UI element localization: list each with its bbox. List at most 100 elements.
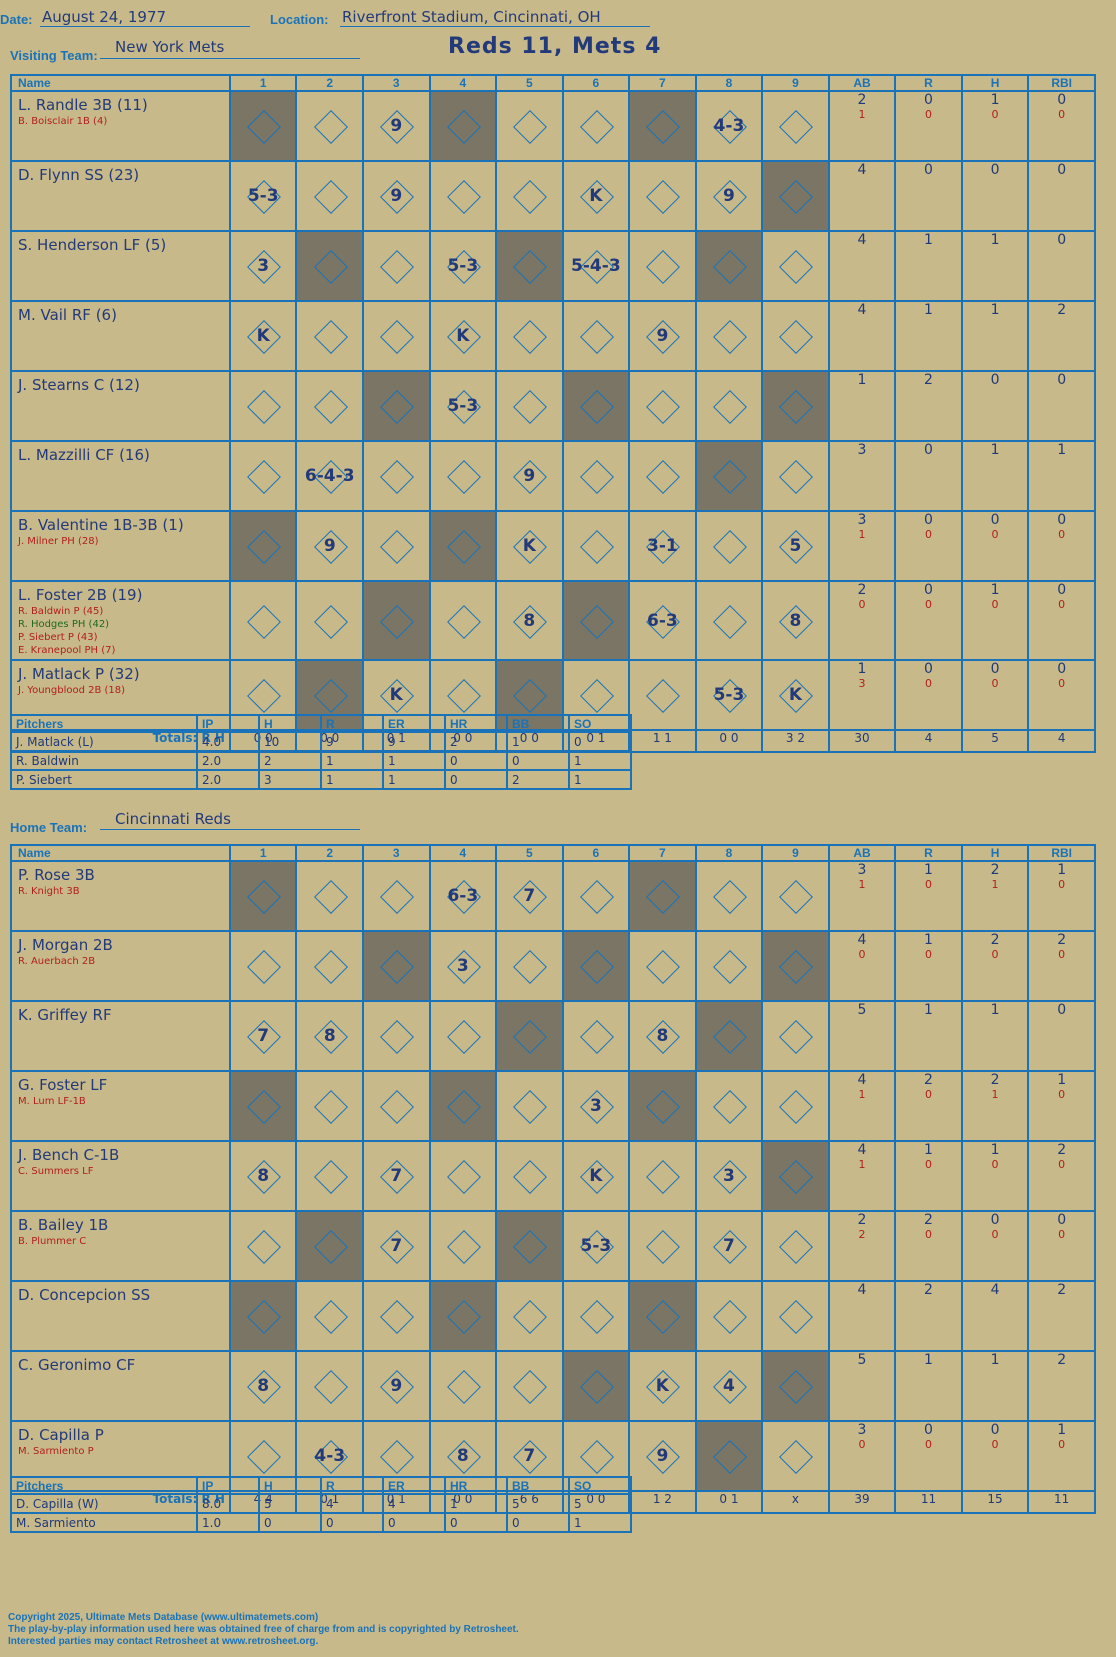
stat-cell: 1 xyxy=(894,230,963,302)
stat-value: 1 xyxy=(990,92,1000,108)
batter-cell: L. Mazzilli CF (16) xyxy=(10,440,231,512)
visitor-pitcher-row: J. Matlack (L) 4.0 10 9 9 2 1 0 xyxy=(10,731,632,752)
base-diamond xyxy=(779,250,814,284)
play-result: 8 xyxy=(257,1166,270,1186)
stat-cell: 1 xyxy=(894,1000,963,1072)
at-bat-cell: K xyxy=(495,510,564,582)
at-bat-cell xyxy=(628,440,697,512)
stat-value: 1 xyxy=(857,661,867,677)
stat-value: 1 xyxy=(990,232,1000,248)
base-diamond xyxy=(579,1370,614,1404)
at-bat-cell xyxy=(561,300,631,372)
base-diamond xyxy=(646,880,681,914)
stat-header: H xyxy=(960,844,1030,862)
play-result: 5-3 xyxy=(713,685,745,705)
stat-cell: 5 xyxy=(827,1000,897,1072)
stat-header: H xyxy=(960,74,1030,92)
stat-total: 4 xyxy=(894,729,963,753)
batter-name: D. Flynn SS (23) xyxy=(18,166,140,184)
stat-cell: 4 xyxy=(827,160,897,232)
stat-value: 1 xyxy=(924,302,933,318)
at-bat-cell xyxy=(561,1000,631,1072)
pitching-header: IP xyxy=(196,1476,260,1495)
pitching-header: Pitchers xyxy=(10,714,198,733)
play-result: K xyxy=(256,326,270,346)
home-batter-row: B. Bailey 1B B. Plummer C 7 5-3 7 2 2 2 0 0 0 0 0 xyxy=(10,1210,1096,1282)
at-bat-cell xyxy=(295,230,364,302)
base-diamond xyxy=(446,110,481,144)
stat-value: 2 xyxy=(1057,1142,1067,1158)
play-result: 4 xyxy=(723,1376,735,1396)
home-batter-row: K. Griffey RF 7 8 8 5 1 1 0 xyxy=(10,1000,1096,1072)
play-result: 7 xyxy=(523,886,536,906)
base-diamond xyxy=(646,1230,681,1264)
sub-stat-value: 0 xyxy=(1058,1438,1066,1451)
at-bat-cell xyxy=(428,440,498,512)
location-underline xyxy=(340,26,650,27)
at-bat-cell xyxy=(761,1420,830,1492)
stat-cell: 0 xyxy=(1027,370,1096,442)
base-diamond xyxy=(247,1300,282,1334)
substitute-name: E. Kranepool PH (7) xyxy=(18,645,116,656)
base-diamond xyxy=(446,460,481,494)
batter-name: L. Randle 3B (11) xyxy=(18,96,148,114)
batter-name: S. Henderson LF (5) xyxy=(18,236,167,254)
sub-stat-value: 0 xyxy=(925,598,933,611)
at-bat-cell xyxy=(228,370,298,442)
visitor-batter-row: L. Mazzilli CF (16) 6-4-3 9 3 0 1 1 xyxy=(10,440,1096,512)
inning-total: 1 2 xyxy=(628,1490,697,1514)
substitute-name: M. Sarmiento P xyxy=(18,1446,94,1457)
inning-header: 9 xyxy=(761,844,830,862)
play-result: 9 xyxy=(656,1446,669,1466)
at-bat-cell xyxy=(761,930,830,1002)
base-diamond xyxy=(513,1160,548,1194)
play-result: 7 xyxy=(390,1236,403,1256)
pitching-stat: 1 xyxy=(568,1512,632,1533)
sub-stat-value: 1 xyxy=(858,108,866,121)
visitor-batter-row: L. Randle 3B (11) B. Boisclair 1B (4) 9 4-3… xyxy=(10,90,1096,162)
game-result: Reds 11, Mets 4 xyxy=(448,34,662,59)
at-bat-cell xyxy=(428,160,498,232)
pitching-header: SO xyxy=(568,1476,632,1495)
base-diamond xyxy=(380,1020,415,1054)
base-diamond xyxy=(779,460,814,494)
footer-copyright: Copyright 2025, Ultimate Mets Database (… xyxy=(8,1612,319,1623)
base-diamond xyxy=(446,1090,481,1124)
at-bat-cell xyxy=(694,930,764,1002)
pitching-stat: 9 xyxy=(382,731,446,752)
at-bat-cell xyxy=(761,440,830,512)
stat-total: 5 xyxy=(960,729,1030,753)
play-result: 3 xyxy=(723,1166,735,1186)
play-result: 9 xyxy=(656,326,669,346)
at-bat-cell xyxy=(761,1210,830,1282)
base-diamond xyxy=(313,180,348,214)
base-diamond xyxy=(446,180,481,214)
base-diamond xyxy=(513,1090,548,1124)
base-diamond xyxy=(779,950,814,984)
at-bat-cell xyxy=(561,930,631,1002)
stat-cell: 1 xyxy=(960,1350,1030,1422)
at-bat-cell xyxy=(428,1350,498,1422)
stat-header: R xyxy=(894,844,963,862)
play-result: 8 xyxy=(523,610,536,631)
pitcher-name: P. Siebert xyxy=(10,769,198,790)
sub-stat-value: 0 xyxy=(925,528,933,541)
stat-value: 0 xyxy=(1057,1212,1067,1228)
base-diamond xyxy=(313,880,348,914)
base-diamond xyxy=(712,320,747,354)
stat-value: 4 xyxy=(857,302,867,318)
pitching-stat: 8.0 xyxy=(196,1493,260,1514)
stat-cell: 0 xyxy=(894,440,963,512)
at-bat-cell xyxy=(761,370,830,442)
at-bat-cell xyxy=(295,1350,364,1422)
inning-header: 1 xyxy=(228,74,298,92)
at-bat-cell xyxy=(561,370,631,442)
inning-header: 6 xyxy=(561,74,631,92)
